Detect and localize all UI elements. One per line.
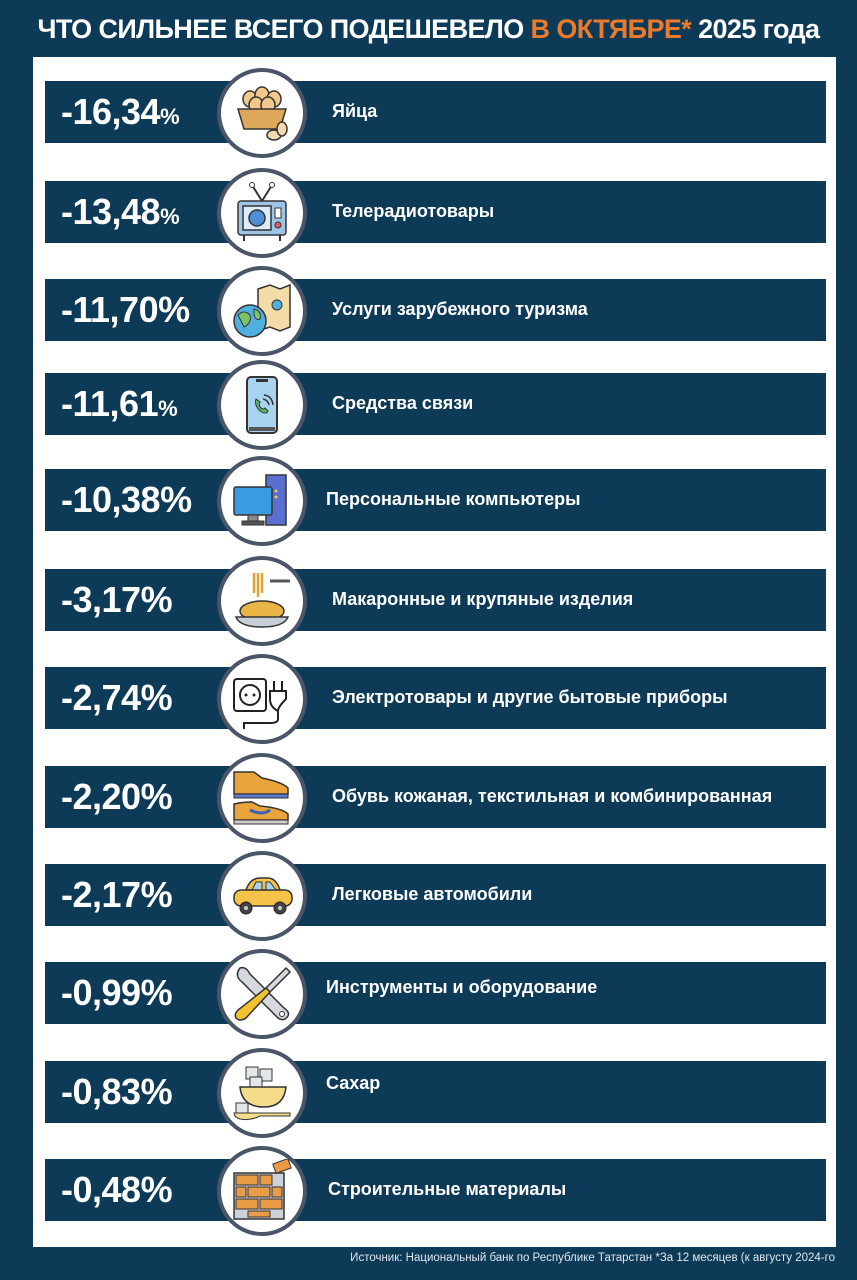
- percent-value: -0,99%: [61, 972, 173, 1013]
- pasta-icon: [217, 556, 307, 646]
- row-bar: [45, 81, 826, 143]
- row-bar: [45, 962, 826, 1024]
- percent-value: -2,74%: [61, 677, 173, 718]
- row-bar: [45, 766, 826, 828]
- percent-value: -13,48%: [61, 191, 180, 232]
- list-item: -0,83% Сахар: [45, 1048, 826, 1138]
- row-bar: [45, 864, 826, 926]
- list-item: -10,38% Персональные компьютеры: [45, 456, 826, 546]
- sugar-icon: [217, 1048, 307, 1138]
- category-label: Средства связи: [332, 393, 474, 413]
- globe-map-icon: [217, 266, 307, 356]
- car-icon: [217, 851, 307, 941]
- percent-value: -10,38%: [61, 479, 192, 520]
- list-item: -2,20% Обувь кожаная, текстильная и комб…: [45, 753, 826, 843]
- list-item: -0,48% Строительные материалы: [45, 1146, 826, 1236]
- percent-value: -3,17%: [61, 579, 173, 620]
- list-item: -0,99% Инструменты и оборудование: [45, 949, 826, 1039]
- eggs-icon: [217, 68, 307, 158]
- list-item: -13,48% Телерадиотовары: [45, 168, 826, 258]
- category-label: Макаронные и крупяные изделия: [332, 589, 634, 609]
- title-accent: В ОКТЯБРЕ*: [530, 14, 692, 44]
- percent-value: -0,48%: [61, 1169, 173, 1210]
- shoes-icon: [217, 753, 307, 843]
- page-title: ЧТО СИЛЬНЕЕ ВСЕГО ПОДЕШЕВЕЛО В ОКТЯБРЕ* …: [0, 14, 857, 45]
- row-bar: [45, 667, 826, 729]
- percent-value: -16,34%: [61, 91, 180, 132]
- list-item: -3,17% Макаронные и крупяные изделия: [45, 556, 826, 646]
- category-label: Телерадиотовары: [332, 201, 495, 221]
- percent-value: -2,17%: [61, 874, 173, 915]
- tools-icon: [217, 949, 307, 1039]
- list-item: -16,34% Яйца: [45, 68, 826, 158]
- row-bar: [45, 569, 826, 631]
- row-bar: [45, 373, 826, 435]
- socket-plug-icon: [217, 654, 307, 744]
- list-item: -11,61% Средства связи: [45, 360, 826, 450]
- row-bar: [45, 1061, 826, 1123]
- percent-value: -2,20%: [61, 776, 173, 817]
- category-label: Строительные материалы: [328, 1179, 567, 1199]
- list-item: -11,70% Услуги зарубежного туризма: [45, 266, 826, 356]
- category-label: Услуги зарубежного туризма: [332, 299, 588, 319]
- percent-value: -11,70%: [61, 289, 190, 330]
- percent-value: -11,61%: [61, 383, 178, 424]
- row-bar: [45, 469, 826, 531]
- category-label: Электротовары и другие бытовые приборы: [332, 687, 728, 707]
- source-footnote: Источник: Национальный банк по Республик…: [350, 1252, 835, 1264]
- category-label: Сахар: [326, 1073, 381, 1093]
- computer-icon: [217, 456, 307, 546]
- percent-value: -0,83%: [61, 1071, 173, 1112]
- category-label: Инструменты и оборудование: [326, 977, 598, 997]
- category-label: Персональные компьютеры: [326, 489, 581, 509]
- list-item: -2,17% Легковые автомобили: [45, 851, 826, 941]
- category-label: Легковые автомобили: [332, 884, 533, 904]
- content-panel: [33, 57, 836, 1247]
- title-suffix: 2025 года: [691, 14, 820, 44]
- bricks-icon: [217, 1146, 307, 1236]
- tv-icon: [217, 168, 307, 258]
- category-label: Яйца: [332, 101, 378, 121]
- list-item: -2,74% Электротовары и другие бытовые пр…: [45, 654, 826, 744]
- smartphone-icon: [217, 360, 307, 450]
- row-bar: [45, 279, 826, 341]
- title-prefix: ЧТО СИЛЬНЕЕ ВСЕГО ПОДЕШЕВЕЛО: [37, 14, 531, 44]
- category-label: Обувь кожаная, текстильная и комбинирова…: [332, 786, 773, 806]
- row-bar: [45, 1159, 826, 1221]
- row-bar: [45, 181, 826, 243]
